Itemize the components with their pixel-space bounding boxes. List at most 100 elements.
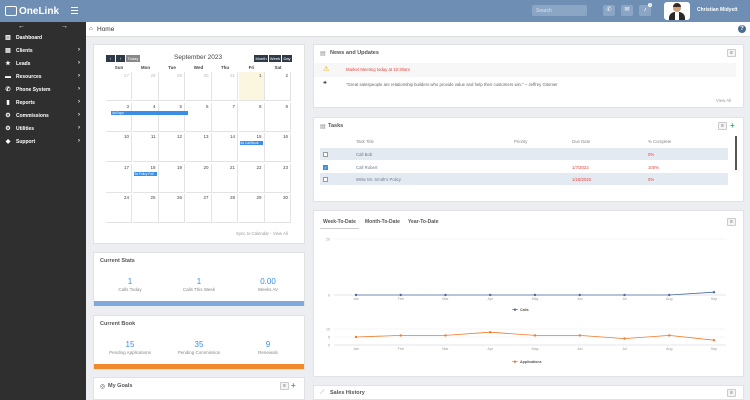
column-header-priority[interactable]: Priority: [514, 139, 528, 144]
top-bar: OneLink Search ✆ ✉ ♪ 1 Christian Midyett: [0, 0, 750, 22]
prev-month-button[interactable]: ‹: [106, 55, 115, 62]
phone-button[interactable]: ✆: [603, 5, 615, 16]
logo[interactable]: OneLink: [0, 0, 86, 22]
tasks-scrollbar[interactable]: [735, 136, 737, 170]
calendar-day-cell[interactable]: 1: [238, 72, 265, 101]
calendar-day-cell[interactable]: 28: [132, 72, 159, 101]
y-tick-label: 10: [326, 327, 330, 331]
messages-button[interactable]: ✉: [621, 5, 633, 16]
calendar-day-cell[interactable]: 14: [212, 133, 238, 162]
calendar-day-cell[interactable]: 6: [185, 102, 212, 132]
task-checkbox[interactable]: ✓: [323, 164, 328, 170]
calendar-day-cell[interactable]: 27: [185, 194, 212, 223]
avatar[interactable]: [664, 2, 690, 20]
calendar-day-cell[interactable]: 26: [159, 194, 185, 223]
list-icon: ≡: [730, 390, 733, 396]
calendar-day-number: 8: [258, 103, 262, 109]
news-item[interactable]: ⚠ Market Meeting today at 10:30am: [314, 63, 736, 77]
table-row[interactable]: Call Bob 0%: [320, 148, 728, 160]
sidebar-item-utilities[interactable]: ⚙ Utilities ›: [0, 122, 86, 135]
week-view-button[interactable]: Week: [269, 55, 281, 62]
sidebar-item-commissions[interactable]: ⚙ Commissions ›: [0, 109, 86, 122]
calendar-day-cell[interactable]: 30: [185, 72, 212, 101]
news-menu-button[interactable]: ≡: [727, 49, 736, 57]
calendar-day-cell[interactable]: 11: [132, 133, 159, 162]
calendar-day-cell[interactable]: 30: [265, 194, 291, 223]
calendar-day-number: 28: [150, 73, 156, 78]
calendar-day-cell[interactable]: 19: [159, 163, 185, 193]
sidebar-item-dashboard[interactable]: ▥ Dashboard: [0, 31, 86, 44]
tab-year-to-date[interactable]: Year-To-Date: [408, 219, 439, 225]
month-view-button[interactable]: Month: [254, 55, 268, 62]
calendar-day-cell[interactable]: 16: [265, 133, 291, 162]
sidebar-item-support[interactable]: ◆ Support ›: [0, 135, 86, 148]
back-arrow-icon[interactable]: ←: [18, 23, 25, 30]
performance-menu-button[interactable]: ≡: [727, 218, 736, 226]
user-name[interactable]: Christian Midyett: [697, 7, 738, 13]
calendar-day-cell[interactable]: 20: [185, 163, 212, 193]
calendar-day-cell[interactable]: 7: [212, 102, 238, 132]
calendar-day-cell[interactable]: 22: [238, 163, 265, 193]
calendar-event[interactable]: 6a Call Book: [239, 141, 263, 145]
calendar-day-cell[interactable]: 9: [265, 102, 291, 132]
task-checkbox[interactable]: [323, 177, 328, 182]
forward-arrow-icon[interactable]: →: [61, 23, 68, 30]
calendar-day-cell[interactable]: 15: [238, 133, 265, 162]
table-row[interactable]: Write Mr. Smith's Policy 1/18/2022 0%: [320, 173, 728, 185]
calendar-day-cell[interactable]: 31: [212, 72, 238, 101]
calendar-day-cell[interactable]: 24: [106, 194, 132, 223]
help-icon[interactable]: ?: [738, 25, 746, 33]
calendar-event[interactable]: 9a Policy Foll: [133, 171, 157, 176]
goals-menu-button[interactable]: ≡: [280, 382, 289, 390]
search-input[interactable]: Search: [532, 5, 587, 16]
calendar-event[interactable]: 4a Expo: [110, 110, 189, 115]
sidebar-item-leads[interactable]: ★ Leads ›: [0, 57, 86, 70]
calendar-day-cell[interactable]: 28: [212, 194, 238, 223]
day-view-button[interactable]: Day: [282, 55, 292, 62]
calendar-day-cell[interactable]: 23: [265, 163, 291, 193]
stat-calls-week: 1 Calls This Week: [169, 277, 229, 292]
sales-menu-button[interactable]: ≡: [727, 389, 736, 397]
today-button[interactable]: Today: [126, 55, 140, 62]
next-month-button[interactable]: ›: [116, 55, 125, 62]
calendar-day-cell[interactable]: 5: [159, 102, 185, 132]
menu-toggle-icon[interactable]: [71, 7, 78, 14]
calendar-day-cell[interactable]: 10: [106, 133, 132, 162]
calendar-day-cell[interactable]: 13: [185, 133, 212, 162]
home-icon[interactable]: ⌂: [89, 26, 93, 32]
sidebar-item-resources[interactable]: ▬ Resources ›: [0, 70, 86, 83]
table-row[interactable]: ✓ Call Robert 1/7/2022 100%: [320, 160, 728, 173]
sidebar-item-clients[interactable]: ▤ Clients ›: [0, 44, 86, 57]
calendar-day-cell[interactable]: 21: [212, 163, 238, 193]
column-header-complete[interactable]: % Complete: [648, 139, 672, 144]
calendar-day-cell[interactable]: 18: [132, 163, 159, 193]
sync-calendar-link[interactable]: Sync to Calendar: [236, 231, 269, 236]
calendar-day-cell[interactable]: 25: [132, 194, 159, 223]
news-view-all-link[interactable]: View All: [716, 98, 731, 103]
sidebar-item-label: Phone System: [16, 86, 51, 93]
news-item[interactable]: ❝ "Great salespeople are relationship bui…: [314, 78, 736, 92]
tab-week-to-date[interactable]: Week-To-Date: [320, 217, 359, 229]
calendar-day-cell[interactable]: 3: [106, 102, 132, 132]
calendar-day-cell[interactable]: 2: [265, 72, 291, 101]
calendar-day-cell[interactable]: 12: [159, 133, 185, 162]
calendar-day-cell[interactable]: 17: [106, 163, 132, 193]
stat-value: 0.00: [260, 277, 276, 286]
task-checkbox[interactable]: [323, 152, 328, 157]
sidebar-item-phone-system[interactable]: ✆ Phone System ›: [0, 83, 86, 96]
calendar-day-cell[interactable]: 8: [238, 102, 265, 132]
breadcrumb-home[interactable]: Home: [97, 26, 115, 33]
notifications-button[interactable]: ♪: [639, 5, 651, 16]
calendar-day-cell[interactable]: 29: [159, 72, 185, 101]
tab-month-to-date[interactable]: Month-To-Date: [365, 219, 400, 225]
sidebar-item-reports[interactable]: ▮ Reports ›: [0, 96, 86, 109]
add-goal-button[interactable]: +: [291, 382, 296, 390]
column-header-title[interactable]: Task Title: [356, 139, 374, 144]
calendar-day-cell[interactable]: 4: [132, 102, 159, 132]
add-task-button[interactable]: +: [730, 122, 735, 130]
tasks-menu-button[interactable]: ≡: [718, 122, 727, 130]
calendar-day-cell[interactable]: 27: [106, 72, 132, 101]
calendar-view-all-link[interactable]: View All: [272, 231, 288, 236]
column-header-due[interactable]: Due Date: [572, 139, 591, 144]
calendar-day-cell[interactable]: 29: [238, 194, 265, 223]
